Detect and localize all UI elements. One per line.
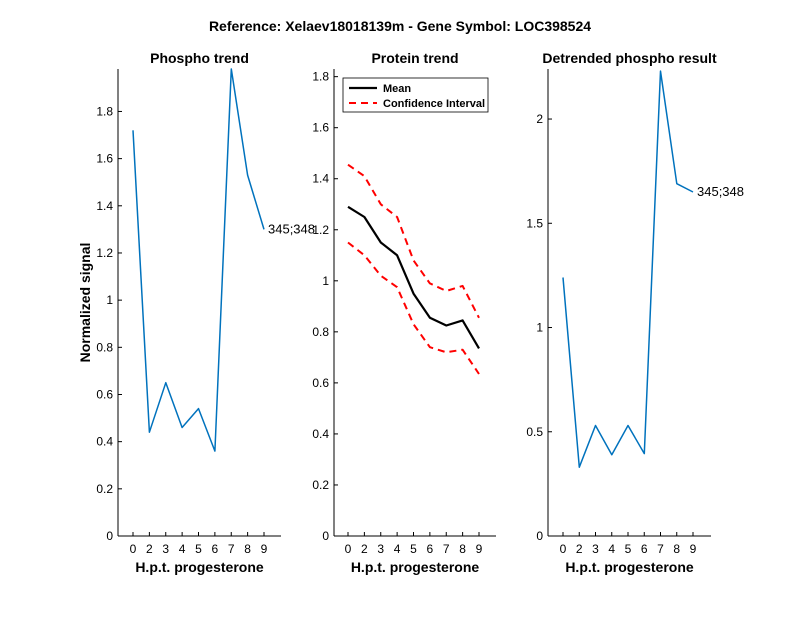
- panel3-x-tick-label: 0: [560, 542, 567, 556]
- panel2-legend: Mean Confidence Interval: [342, 77, 489, 113]
- panel1-x-tick-label: 3: [162, 542, 169, 556]
- panel1-x-tick-label: 6: [212, 542, 219, 556]
- panel3-y-tick-label: 1: [536, 321, 543, 335]
- panel2-y-tick-label: 1.4: [312, 172, 329, 186]
- panel3-x-tick-label: 6: [641, 542, 648, 556]
- panel1-x-tick-label: 4: [179, 542, 186, 556]
- panel1-x-axis-label: H.p.t. progesterone: [135, 559, 264, 575]
- panel3-x-tick-label: 2: [576, 542, 583, 556]
- panel2-x-axis-label: H.p.t. progesterone: [351, 559, 480, 575]
- panel1-x-tick-label: 8: [244, 542, 251, 556]
- legend-label: Confidence Interval: [383, 98, 485, 110]
- panel3-y-tick-label: 0.5: [526, 425, 543, 439]
- panel2-x-tick-label: 3: [377, 542, 384, 556]
- panel3-x-tick-label: 8: [673, 542, 680, 556]
- panel2-y-tick-label: 0.6: [312, 376, 329, 390]
- panel1-y-tick-label: 0: [106, 529, 113, 543]
- panel2-ci-lower-line: [347, 241, 480, 375]
- panel2-y-tick-label: 0.4: [312, 427, 329, 441]
- panel1-y-tick-label: 0.6: [96, 387, 113, 401]
- panel3-series-annotation: 345;348: [697, 184, 744, 199]
- panel1-phospho-trend: Phospho trend 0 0.2 0.4 0.6 0.8 1 1.2 1.4 1.6 1.8 0…: [77, 50, 315, 575]
- panel3-x-axis-label: H.p.t. progesterone: [565, 559, 694, 575]
- panel2-x-tick-label: 0: [345, 542, 352, 556]
- panel2-y-tick-label: 0.2: [312, 478, 329, 492]
- panel1-x-tick-label: 9: [261, 542, 268, 556]
- panel2-x-tick-label: 4: [394, 542, 401, 556]
- figure-title: Reference: Xelaev18018139m - Gene Symbol…: [209, 18, 591, 34]
- panel2-y-tick-label: 1: [322, 274, 329, 288]
- panel1-y-axis-label: Normalized signal: [77, 243, 93, 363]
- panel3-y-tick-label: 2: [536, 112, 543, 126]
- panel1-x-tick-label: 2: [146, 542, 153, 556]
- panel1-y-tick-label: 1: [106, 293, 113, 307]
- panel2-x-tick-label: 6: [427, 542, 434, 556]
- panel3-x-tick-label: 3: [592, 542, 599, 556]
- panel3-series-line: [562, 70, 694, 468]
- panel1-y-tick-label: 1.4: [96, 199, 113, 213]
- panel2-x-tick-label: 2: [361, 542, 368, 556]
- panel2-title: Protein trend: [371, 50, 458, 66]
- panel2-mean-line: [347, 205, 480, 349]
- panel2-y-tick-label: 0: [322, 529, 329, 543]
- panel1-series-line: [132, 68, 265, 452]
- panel2-x-tick-label: 5: [410, 542, 417, 556]
- panel1-y-tick-label: 1.6: [96, 152, 113, 166]
- panel2-y-tick-label: 0.8: [312, 325, 329, 339]
- panel2-protein-trend: Protein trend 0 0.2 0.4 0.6 0.8 1 1.2 1.4 1.6 1.8 0…: [312, 50, 496, 575]
- panel3-y-tick-label: 1.5: [526, 216, 543, 230]
- panel2-y-tick-label: 1.6: [312, 121, 329, 135]
- legend-label: Mean: [383, 83, 411, 95]
- panel1-x-tick-label: 7: [228, 542, 235, 556]
- panel3-y-tick-label: 0: [536, 529, 543, 543]
- panel3-x-tick-label: 5: [625, 542, 632, 556]
- panel3-x-tick-label: 7: [657, 542, 664, 556]
- panel1-y-tick-label: 0.2: [96, 482, 113, 496]
- panel1-title: Phospho trend: [150, 50, 249, 66]
- panel1-y-tick-label: 0.8: [96, 340, 113, 354]
- panel1-x-tick-label: 5: [195, 542, 202, 556]
- panel2-x-tick-label: 8: [459, 542, 466, 556]
- panel3-title: Detrended phospho result: [542, 50, 717, 66]
- panel3-x-tick-label: 4: [608, 542, 615, 556]
- panel2-y-tick-label: 1.8: [312, 70, 329, 84]
- panel1-x-tick-label: 0: [130, 542, 137, 556]
- panel1-y-tick-label: 0.4: [96, 435, 113, 449]
- panel3-x-tick-label: 9: [690, 542, 697, 556]
- legend-box: [342, 77, 489, 113]
- panel2-ci-upper-line: [347, 163, 480, 319]
- panel2-x-tick-label: 7: [443, 542, 450, 556]
- panel2-y-tick-label: 1.2: [312, 223, 329, 237]
- panel1-y-tick-label: 1.8: [96, 104, 113, 118]
- panel1-series-annotation: 345;348: [268, 221, 315, 236]
- panel2-x-tick-label: 9: [476, 542, 483, 556]
- panel1-y-tick-label: 1.2: [96, 246, 113, 260]
